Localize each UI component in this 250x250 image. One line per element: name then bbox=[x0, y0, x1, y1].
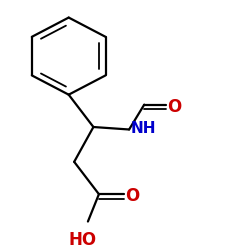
Text: HO: HO bbox=[68, 232, 96, 250]
Text: NH: NH bbox=[130, 121, 156, 136]
Text: O: O bbox=[125, 188, 139, 206]
Text: O: O bbox=[168, 98, 182, 116]
